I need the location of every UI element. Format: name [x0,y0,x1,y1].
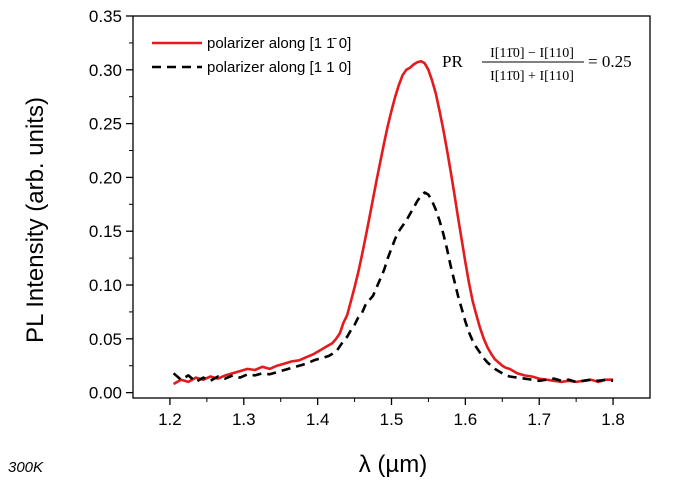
y-tick-label: 0.20 [89,168,122,187]
y-tick-label: 0.05 [89,330,122,349]
x-tick-label: 1.8 [601,410,625,429]
y-tick-label: 0.35 [89,7,122,26]
formula-result: = 0.25 [588,52,632,71]
x-tick-label: 1.4 [306,410,330,429]
formula-lhs: PR [442,52,463,71]
y-axis-title: PL Intensity (arb. units) [22,97,49,343]
y-tick-label: 0.30 [89,61,122,80]
y-tick-label: 0.10 [89,276,122,295]
legend-label-2: polarizer along [1 1 0] [207,59,351,76]
x-tick-label: 1.6 [454,410,478,429]
y-tick-label: 0.00 [89,384,122,403]
legend-label-1: polarizer along [1 1̄ 0] [207,35,351,52]
series-line-1 [172,59,614,386]
legend: polarizer along [1 1̄ 0] polarizer along… [152,35,351,76]
x-tick-label: 1.5 [380,410,404,429]
x-tick-label: 1.3 [232,410,256,429]
plot-area [172,59,614,386]
x-tick-label: 1.7 [527,410,551,429]
y-tick-label: 0.15 [89,222,122,241]
formula-denominator: I[11̄0] + I[110] [490,69,574,84]
polarization-ratio-formula: PR I[11̄0] − I[110] I[11̄0] + I[110] = 0… [442,46,632,84]
series-line-2 [172,191,614,384]
x-tick-label: 1.2 [158,410,182,429]
axes: 1.2 1.3 1.4 1.5 1.6 1.7 1.8 0.00 0.05 0.10 0.15 0.2… [89,7,651,429]
x-axis-title: λ (µm) [359,451,427,478]
y-tick-label: 0.25 [89,115,122,134]
formula-numerator: I[11̄0] − I[110] [490,46,574,61]
temperature-note: 300K [8,459,44,476]
